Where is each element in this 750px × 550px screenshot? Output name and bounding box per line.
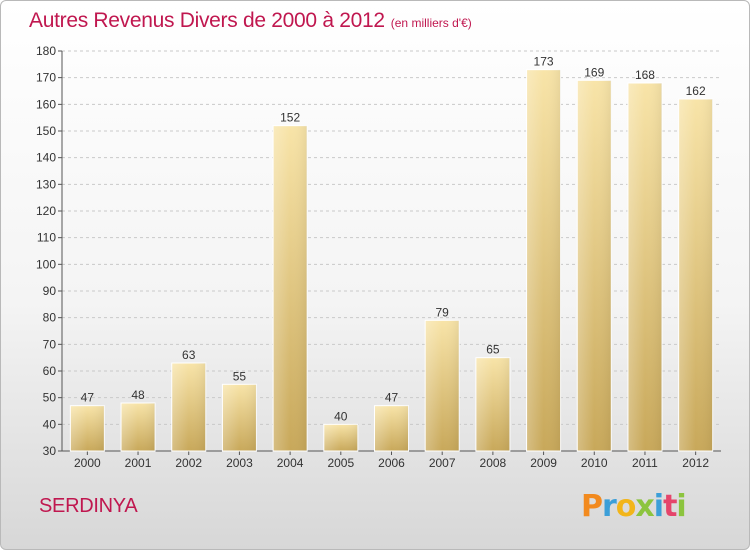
commune-name: SERDINYA: [39, 495, 138, 517]
x-tick-label: 2008: [480, 456, 507, 470]
bar-shine: [577, 80, 612, 451]
data-label: 47: [385, 391, 399, 405]
chart-title: Autres Revenus Divers de 2000 à 2012 (en …: [29, 9, 472, 33]
y-tick-label: 160: [36, 97, 56, 111]
bar-shine: [627, 83, 662, 451]
bar-shine: [374, 405, 409, 451]
data-label: 40: [334, 409, 348, 423]
data-label: 168: [635, 68, 655, 82]
data-label: 79: [436, 305, 450, 319]
logo-letter: t: [663, 489, 677, 524]
x-tick-label: 2006: [378, 456, 405, 470]
logo-letter: i: [676, 489, 686, 524]
bar-layer: [69, 69, 714, 452]
data-label: 55: [233, 369, 247, 383]
y-tick-label: 40: [43, 417, 57, 431]
data-label: 169: [584, 65, 604, 79]
label-layer: 47 2000 48 2001 63 2002 55 2003 152 2004 40 2005 47 2…: [74, 55, 709, 470]
x-tick-label: 2002: [175, 456, 202, 470]
x-tick-label: 2012: [682, 456, 709, 470]
data-label: 47: [81, 391, 95, 405]
y-tick-label: 180: [36, 44, 56, 58]
data-label: 162: [686, 84, 706, 98]
x-tick-label: 2001: [125, 456, 152, 470]
bar-shine: [171, 363, 206, 451]
data-label: 152: [280, 111, 300, 125]
y-tick-label: 140: [36, 151, 56, 165]
bar-shine: [273, 125, 308, 452]
y-tick-label: 100: [36, 257, 56, 271]
x-tick-label: 2004: [277, 456, 304, 470]
x-tick-label: 2011: [632, 456, 658, 470]
x-tick-label: 2000: [74, 456, 101, 470]
x-tick-label: 2003: [226, 456, 253, 470]
bar-shine: [222, 384, 257, 451]
logo-letter: o: [615, 489, 637, 524]
x-tick-label: 2009: [530, 456, 557, 470]
chart-title-text: Autres Revenus Divers de 2000 à 2012: [29, 9, 385, 32]
data-label: 173: [534, 55, 554, 69]
data-label: 48: [131, 388, 145, 402]
bar-shine: [425, 320, 460, 451]
bar-shine: [526, 69, 561, 452]
y-tick-label: 30: [43, 444, 57, 458]
x-tick-label: 2007: [429, 456, 456, 470]
y-tick-label: 150: [36, 124, 56, 138]
chart-subtitle: (en milliers d'€): [390, 16, 472, 30]
logo-letter: i: [653, 489, 664, 524]
axis-layer: 30 40 50 60 70 80 90 100 110 120 130 140 150 160 170 18…: [36, 44, 721, 458]
logo-letter: r: [602, 489, 617, 524]
y-tick-label: 70: [43, 337, 57, 351]
bar-shine: [475, 357, 510, 451]
y-tick-label: 110: [37, 231, 56, 245]
logo-letter: x: [635, 489, 654, 524]
y-tick-label: 60: [43, 364, 57, 378]
logo-letter: P: [581, 489, 603, 524]
y-tick-label: 170: [36, 71, 56, 85]
x-tick-label: 2005: [327, 456, 354, 470]
data-label: 65: [486, 343, 500, 357]
data-label: 63: [182, 348, 196, 362]
bar-shine: [678, 99, 713, 451]
proxiti-logo[interactable]: Proxiti: [581, 489, 687, 524]
y-tick-label: 120: [36, 204, 56, 218]
bar-shine: [70, 405, 105, 451]
bar-shine: [121, 403, 156, 451]
y-tick-label: 130: [36, 177, 56, 191]
y-tick-label: 50: [43, 391, 57, 405]
y-tick-label: 90: [43, 284, 57, 298]
y-tick-label: 80: [43, 311, 57, 325]
bar-shine: [323, 424, 358, 451]
x-tick-label: 2010: [581, 456, 608, 470]
